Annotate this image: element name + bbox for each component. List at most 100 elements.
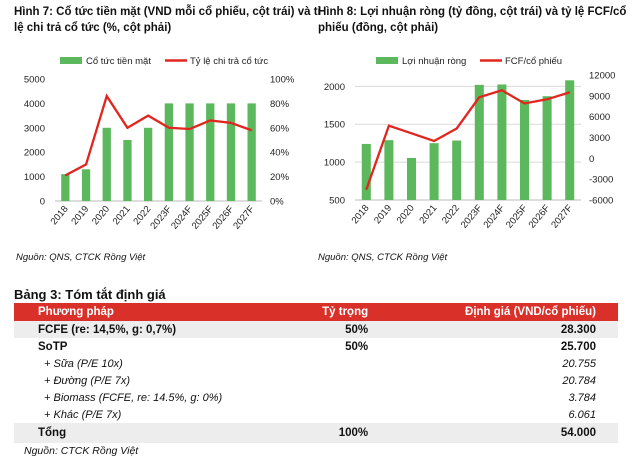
x-tick-label: 2026F bbox=[527, 203, 553, 231]
legend-bar-label: Lợi nhuận ròng bbox=[402, 56, 466, 67]
cell: + Khác (P/E 7x) bbox=[44, 408, 122, 421]
line-point bbox=[147, 115, 149, 117]
y2-tick-label: 0% bbox=[270, 197, 284, 208]
x-tick-label: 2020 bbox=[395, 203, 417, 226]
cell: 50% bbox=[280, 321, 401, 338]
cell: 28.300 bbox=[400, 321, 618, 338]
cell: 100% bbox=[280, 423, 401, 443]
line-point bbox=[189, 128, 191, 130]
table-row: + Khác (P/E 7x) 6.061 bbox=[14, 406, 618, 423]
line-point bbox=[478, 96, 480, 98]
bar bbox=[102, 127, 111, 201]
legend-bar-swatch bbox=[60, 57, 82, 64]
cell: FCFE (re: 14,5%, g: 0,7%) bbox=[14, 321, 281, 338]
y2-tick-label: 100% bbox=[270, 75, 295, 86]
line-point bbox=[501, 89, 503, 91]
line-point bbox=[524, 102, 525, 104]
line-point bbox=[230, 122, 232, 124]
table-row: Tổng 100% 54.000 bbox=[14, 423, 618, 443]
legend-bar-label: Cổ tức tiền mặt bbox=[86, 56, 151, 67]
y2-tick-label: -3000 bbox=[589, 175, 613, 186]
table-title: Bảng 3: Tóm tắt định giá bbox=[14, 287, 166, 302]
series-line bbox=[64, 93, 253, 177]
x-tick-label: 2027F bbox=[549, 203, 575, 231]
cell: 6.061 bbox=[568, 408, 596, 421]
x-tick-label: 2021 bbox=[111, 204, 133, 227]
cell: 20.784 bbox=[562, 374, 596, 387]
line-point bbox=[251, 129, 253, 131]
cell: + Biomass (FCFE, re: 14.5%, g: 0%) bbox=[44, 391, 223, 404]
bar bbox=[542, 96, 552, 200]
x-tick-label: 2019 bbox=[69, 204, 91, 227]
bar bbox=[247, 103, 256, 201]
y2-tick-label: 60% bbox=[270, 123, 290, 134]
cell: + Đường (P/E 7x) bbox=[44, 374, 131, 387]
bar bbox=[81, 169, 91, 201]
cell: 25.700 bbox=[560, 340, 596, 353]
y2-tick-label: 6000 bbox=[589, 112, 610, 123]
x-tick-label: 2018 bbox=[49, 204, 71, 227]
y-tick-label: 0 bbox=[40, 197, 45, 208]
legend-bar-swatch bbox=[376, 57, 398, 64]
cell: + Sữa (P/E 10x) bbox=[44, 357, 123, 370]
cell bbox=[280, 389, 400, 406]
series-line bbox=[365, 89, 571, 190]
x-tick-label: 2020 bbox=[90, 204, 112, 227]
y-tick-label: 2000 bbox=[324, 82, 345, 93]
line-point bbox=[456, 127, 458, 129]
bar bbox=[519, 100, 530, 200]
y-tick-label: 500 bbox=[329, 196, 345, 207]
line-point bbox=[85, 163, 87, 165]
x-tick-label: 2024F bbox=[169, 204, 195, 232]
x-tick-label: 2023F bbox=[459, 203, 485, 231]
valuation-table: Phương pháp Tỷ trọng Định giá (VND/cổ ph… bbox=[14, 303, 618, 443]
x-tick-label: 2026F bbox=[211, 204, 237, 232]
chart2-title: Hình 8: Lợi nhuận ròng (tỷ đồng, cột trá… bbox=[318, 6, 627, 34]
y-tick-label: 1000 bbox=[324, 158, 345, 169]
x-tick-label: 2025F bbox=[190, 204, 216, 232]
x-tick-label: 2021 bbox=[417, 203, 439, 226]
cell: 54.000 bbox=[400, 423, 618, 443]
y-tick-label: 1000 bbox=[24, 172, 45, 183]
bar bbox=[144, 127, 153, 201]
line-point bbox=[546, 98, 548, 100]
bar bbox=[406, 157, 417, 200]
header-weight: Tỷ trọng bbox=[280, 303, 401, 321]
y2-tick-label: 20% bbox=[270, 172, 290, 183]
table-row: + Đường (P/E 7x) 20.784 bbox=[14, 372, 618, 389]
cell: 3.784 bbox=[568, 391, 596, 404]
cell: 20.755 bbox=[562, 357, 596, 370]
y2-tick-label: 12000 bbox=[589, 71, 615, 82]
y2-tick-label: 0 bbox=[589, 154, 594, 165]
line-point bbox=[209, 119, 211, 121]
chart1-title: Hình 7: Cổ tức tiền mặt (VND mỗi cổ phiế… bbox=[14, 6, 321, 34]
line-point bbox=[106, 95, 108, 97]
line-point bbox=[126, 127, 128, 129]
x-tick-label: 2027F bbox=[231, 204, 257, 232]
bar bbox=[474, 84, 484, 200]
y-tick-label: 1500 bbox=[324, 120, 345, 131]
bar bbox=[206, 103, 215, 201]
x-tick-label: 2018 bbox=[350, 203, 372, 226]
table-source: Nguồn: CTCK Rồng Việt bbox=[24, 445, 139, 457]
cell: Tổng bbox=[14, 423, 281, 443]
y2-tick-label: 80% bbox=[270, 99, 290, 110]
x-tick-label: 2023F bbox=[148, 204, 174, 232]
table-row: + Sữa (P/E 10x) 20.755 bbox=[14, 355, 618, 372]
legend-line-label: FCF/cổ phiếu bbox=[505, 56, 562, 67]
bar bbox=[384, 140, 394, 200]
chart2-source: Nguồn: QNS, CTCK Rồng Việt bbox=[318, 252, 448, 263]
bar bbox=[565, 80, 575, 200]
y-tick-label: 3000 bbox=[24, 123, 45, 134]
y2-tick-label: 3000 bbox=[589, 133, 610, 144]
bar bbox=[185, 103, 194, 201]
bar bbox=[497, 84, 507, 200]
line-point bbox=[388, 125, 390, 127]
y2-tick-label: 40% bbox=[270, 148, 290, 159]
chart2: 500 1000 1500 2000 -6000 -3000 0 3000 6000 9000 12… bbox=[324, 56, 616, 231]
bar bbox=[452, 140, 462, 200]
cell bbox=[280, 355, 400, 372]
cell: SoTP bbox=[38, 340, 68, 353]
bar bbox=[361, 143, 371, 200]
bar bbox=[61, 174, 70, 201]
